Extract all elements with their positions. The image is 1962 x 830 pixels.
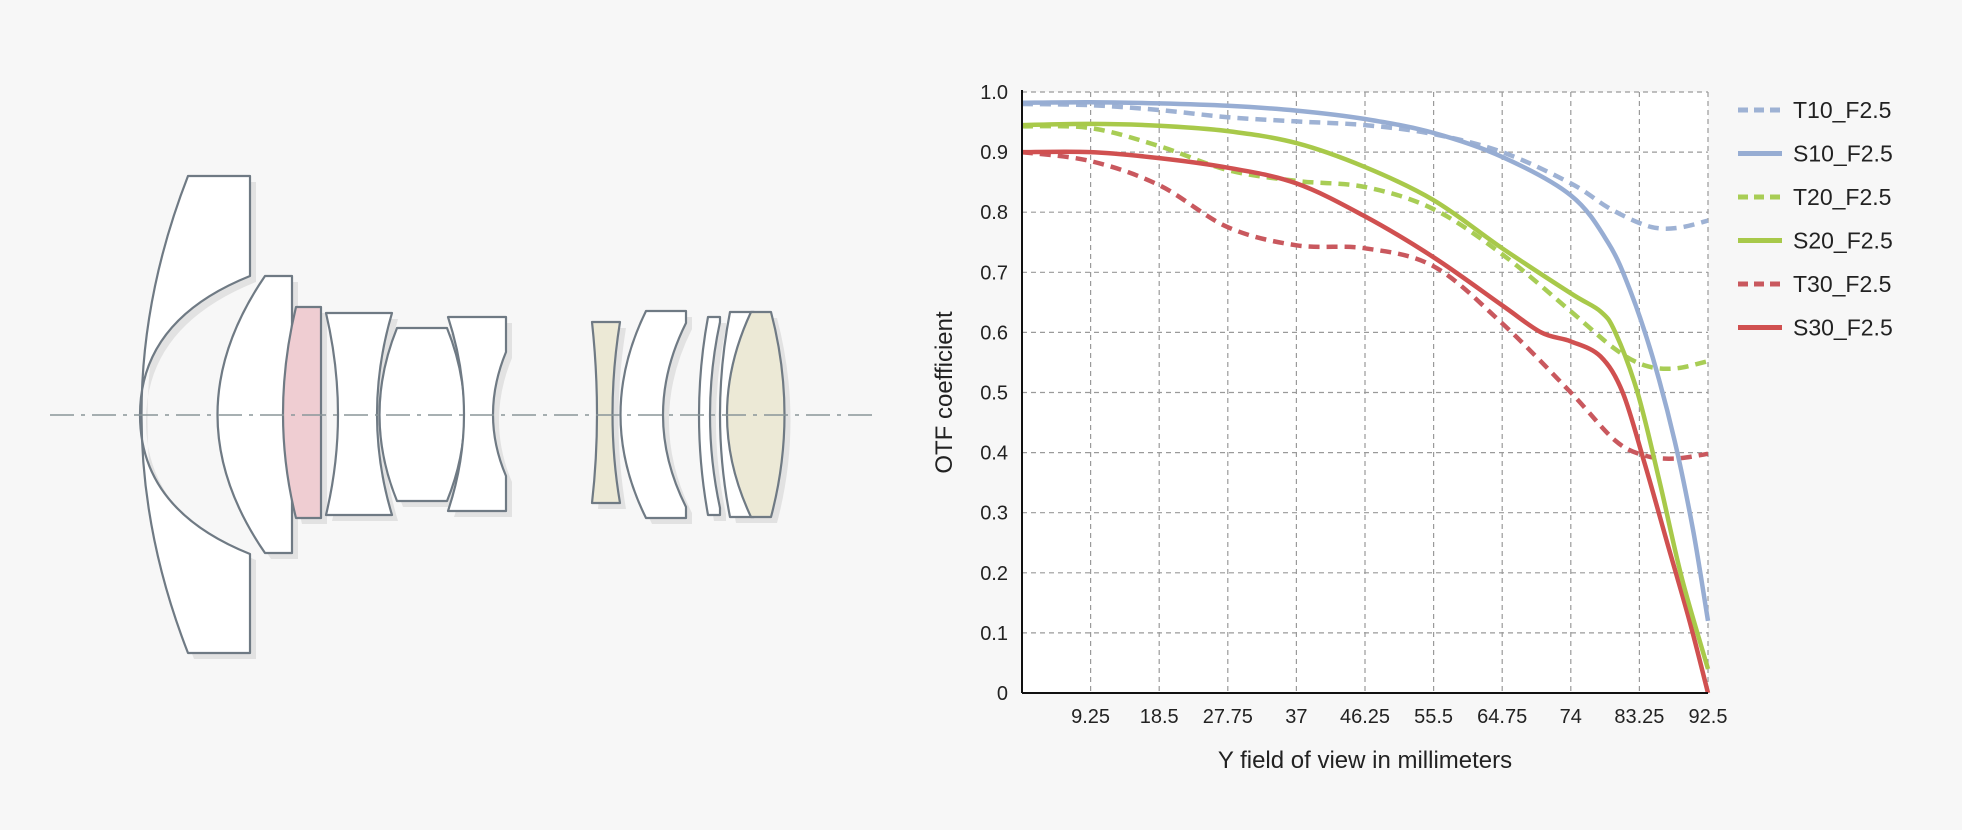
series-line-s20-f2-5 [1021, 121, 1711, 670]
series-line-t10-f2-5 [1021, 101, 1709, 231]
x-tick-labels: 9.25 18.5 27.75 37 46.25 55.5 64.75 74 83.25 92.5 [1071, 706, 1727, 728]
x-tick-label: 74 [1560, 706, 1582, 728]
series-line-t30-f2-5 [1021, 149, 1709, 461]
legend-item: T10_F2.5 [1738, 97, 1891, 123]
x-tick-label: 9.25 [1071, 706, 1110, 728]
series-line-s10-f2-5 [1021, 99, 1711, 622]
x-tick-label: 55.5 [1414, 706, 1453, 728]
legend-item: S20_F2.5 [1738, 228, 1893, 254]
legend-label: S10_F2.5 [1793, 141, 1893, 167]
lens-element-1 [138, 174, 252, 655]
legend-label: T20_F2.5 [1793, 184, 1891, 210]
y-tick-label: 1.0 [980, 82, 1008, 104]
y-tick-label: 0.4 [980, 443, 1008, 465]
otf-chart: 0 0.1 0.2 0.3 0.4 0.5 0.6 0.7 0.8 0.9 1.0 9.25 18.5… [931, 82, 1893, 774]
y-tick-labels: 0 0.1 0.2 0.3 0.4 0.5 0.6 0.7 0.8 0.9 1.0 [980, 82, 1008, 705]
legend-label: S30_F2.5 [1793, 315, 1893, 341]
legend-label: T30_F2.5 [1793, 271, 1891, 297]
y-tick-label: 0.3 [980, 503, 1008, 525]
y-tick-label: 0 [997, 683, 1008, 705]
lens-element-6 [446, 315, 508, 513]
x-tick-label: 18.5 [1140, 706, 1179, 728]
legend-label: T10_F2.5 [1793, 97, 1891, 123]
lens-element-4 [324, 311, 394, 517]
lens-element-9 [697, 315, 722, 517]
x-tick-label: 83.25 [1614, 706, 1664, 728]
y-tick-label: 0.9 [980, 142, 1008, 164]
legend-item: S30_F2.5 [1738, 315, 1893, 341]
y-axis-title: OTF coefficient [931, 311, 958, 474]
x-tick-label: 27.75 [1203, 706, 1253, 728]
x-tick-label: 37 [1285, 706, 1307, 728]
legend-item: S10_F2.5 [1738, 141, 1893, 167]
legend-item: T30_F2.5 [1738, 271, 1891, 297]
y-tick-label: 0.2 [980, 563, 1008, 585]
lens-element-7-beige [590, 320, 622, 505]
grid [1022, 91, 1709, 693]
series-line-s30-f2-5 [1021, 149, 1711, 694]
series-line-t20-f2-5 [1021, 123, 1709, 372]
y-tick-label: 0.1 [980, 623, 1008, 645]
legend-label: S20_F2.5 [1793, 228, 1893, 254]
series-layer [1021, 99, 1711, 694]
x-axis-title: Y field of view in millimeters [1218, 747, 1512, 774]
lens-diagram [50, 174, 875, 659]
x-tick-label: 64.75 [1477, 706, 1527, 728]
y-tick-label: 0.8 [980, 202, 1008, 224]
legend-item: T20_F2.5 [1738, 184, 1891, 210]
x-tick-label: 92.5 [1689, 706, 1728, 728]
legend: T10_F2.5 S10_F2.5 T20_F2.5 S20_F2.5 T30_F2.5… [1738, 97, 1893, 341]
y-tick-label: 0.6 [980, 322, 1008, 344]
lens-element-2 [216, 274, 294, 555]
x-tick-label: 46.25 [1340, 706, 1390, 728]
lens-element-3-pink [281, 305, 323, 520]
y-tick-label: 0.7 [980, 262, 1008, 284]
axes [1021, 90, 1708, 694]
y-tick-label: 0.5 [980, 383, 1008, 405]
